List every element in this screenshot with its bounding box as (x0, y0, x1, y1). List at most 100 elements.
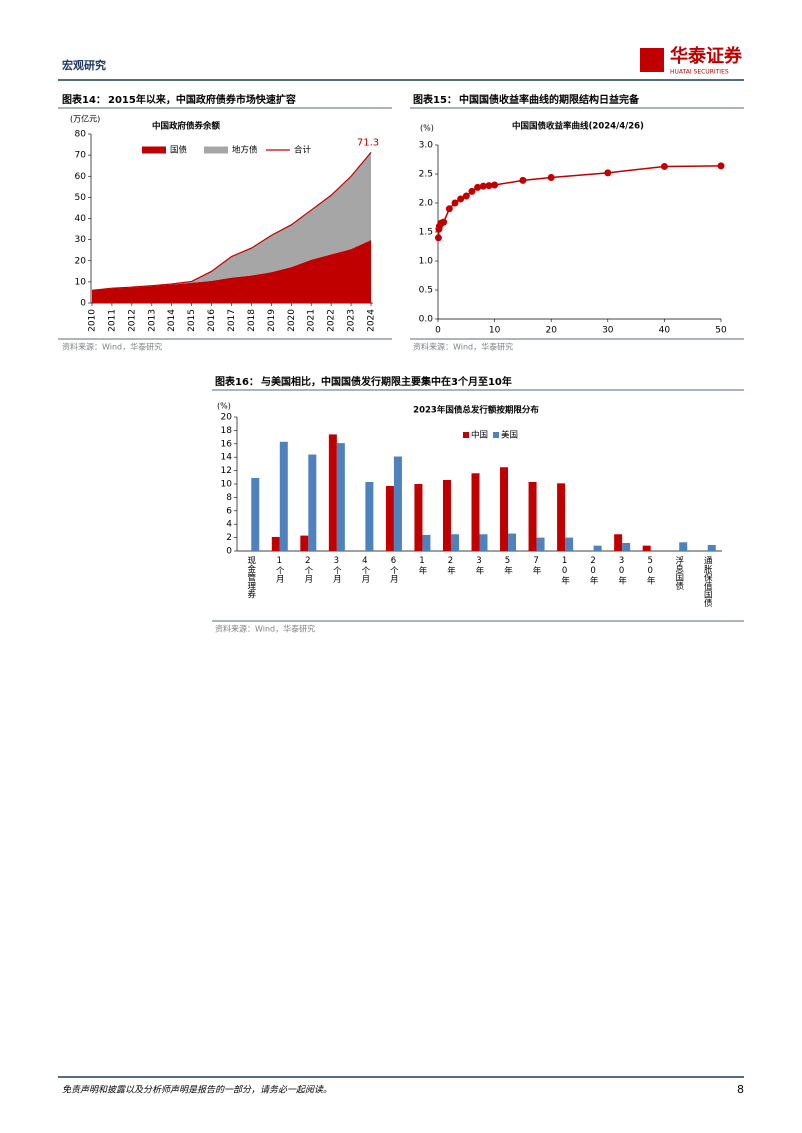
x-tick-label: 浮息国债 (674, 555, 684, 591)
y-tick-label: 2 (226, 533, 232, 543)
bar (365, 481, 374, 551)
legend-label: 美国 (501, 430, 518, 441)
x-tick-label: 通胀保值国债 (702, 555, 712, 608)
x-tick-label: 10年 (560, 556, 570, 585)
legend-swatch (493, 432, 499, 438)
bar (707, 544, 716, 551)
y-unit: (万亿元) (70, 114, 100, 124)
bar (414, 484, 423, 551)
bar (593, 545, 602, 551)
point (474, 183, 482, 191)
line (91, 151, 372, 291)
x-tick-label: 2011 (107, 309, 117, 332)
legend-label: 合计 (294, 145, 312, 156)
bar (565, 537, 574, 551)
point (491, 181, 499, 189)
y-tick-label: 70 (75, 151, 87, 161)
bar (679, 542, 688, 551)
x-tick-label: 1个月 (274, 556, 284, 584)
x-tick-label: 2014 (167, 309, 177, 332)
x-tick-label: 2016 (207, 309, 217, 332)
bar (642, 545, 651, 551)
y-tick-label: 6 (226, 506, 232, 516)
point (451, 199, 459, 207)
x-tick-label: 2017 (227, 309, 237, 332)
y-unit: (%) (217, 402, 231, 411)
line (437, 165, 722, 238)
x-tick-label: 2023 (347, 309, 357, 332)
caption: 与美国相比，中国国债发行期限主要集中在3个月至10年 (261, 375, 512, 388)
x-tick-label: 2018 (247, 309, 257, 332)
y-tick-label: 12 (221, 466, 232, 476)
x-tick-label: 2022 (327, 309, 337, 332)
y-tick-label: 8 (226, 493, 232, 503)
bar (614, 534, 623, 551)
bar (471, 473, 480, 551)
brand-en: HUATAI SECURITIES (670, 69, 729, 76)
y-tick-label: 0 (226, 547, 232, 557)
bar (271, 536, 280, 551)
legend-label: 国债 (170, 145, 188, 156)
chart-title: 中国国债收益率曲线(2024/4/26) (512, 121, 644, 132)
x-tick-label: 2013 (147, 309, 157, 332)
bar (251, 477, 260, 551)
x-tick-label: 40 (659, 326, 671, 336)
y-tick-label: 40 (75, 214, 87, 224)
x-tick-label: 0 (435, 326, 441, 336)
x-tick-label: 10 (489, 326, 501, 336)
y-tick-label: 80 (75, 130, 87, 140)
x-tick-label: 2012 (127, 309, 137, 332)
bar (393, 456, 402, 551)
y-tick-label: 20 (75, 256, 87, 266)
y-tick-label: 18 (221, 426, 233, 436)
bar (308, 454, 317, 551)
legend-swatch (204, 146, 228, 154)
legend-label: 地方债 (232, 145, 258, 156)
point (440, 218, 448, 226)
point (547, 173, 555, 181)
bar (300, 535, 309, 551)
bar (622, 542, 631, 551)
x-tick-label: 2015 (187, 309, 197, 332)
y-tick-label: 0.5 (419, 286, 433, 296)
y-unit: (%) (420, 124, 434, 133)
chart-title: 中国政府债券余额 (152, 121, 221, 132)
y-tick-label: 30 (75, 235, 87, 245)
x-tick-label: 2019 (267, 309, 277, 332)
point (519, 176, 527, 184)
y-tick-label: 1.0 (419, 257, 434, 267)
chart-title: 2023年国债总发行额按期限分布 (413, 405, 539, 416)
source: 资料来源：Wind，华泰研究 (413, 342, 513, 352)
y-tick-label: 16 (221, 439, 233, 449)
x-tick-label: 3年 (474, 556, 484, 575)
y-tick-label: 2.5 (419, 170, 433, 180)
caption: 中国国债收益率曲线的期限结构日益完备 (459, 93, 640, 106)
x-tick-label: 20 (545, 326, 557, 336)
section-title: 宏观研究 (62, 58, 106, 72)
source: 资料来源：Wind，华泰研究 (62, 342, 162, 352)
bar (557, 483, 566, 551)
x-tick-label: 2个月 (303, 556, 313, 584)
y-tick-label: 0.0 (419, 315, 434, 325)
disclaimer: 免责声明和披露以及分析师声明是报告的一部分，请务必一起阅读。 (62, 1085, 332, 1096)
y-tick-label: 20 (221, 413, 233, 423)
legend-swatch (463, 432, 469, 438)
caption: 2015年以来，中国政府债券市场快速扩容 (108, 93, 296, 106)
point (468, 187, 476, 195)
caption-label: 图表14： (62, 93, 106, 106)
caption-label: 图表16： (215, 375, 259, 388)
legend-swatch (142, 146, 166, 154)
point (660, 162, 668, 170)
x-tick-label: 30 (602, 326, 614, 336)
bar (336, 443, 345, 551)
point (434, 234, 442, 242)
point (717, 162, 725, 170)
bar (528, 481, 537, 551)
bar (385, 486, 394, 551)
point (479, 182, 487, 190)
y-tick-label: 60 (75, 172, 87, 182)
legend-label: 中国 (471, 430, 488, 441)
y-tick-label: 1.5 (419, 228, 433, 238)
